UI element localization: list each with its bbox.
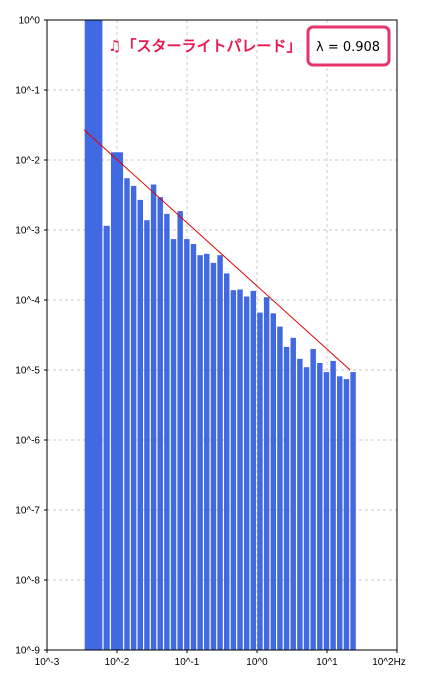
x-tick-label: 10^-1 [175,657,200,668]
bar-0 [84,20,103,650]
y-axis: 10^0 10^-1 10^-2 10^-3 10^-4 10^-5 10^-6 10^-7 1… [15,16,47,657]
y-tick-label: 10^-7 [15,506,40,517]
bar-25 [270,313,276,650]
bar-7 [150,184,157,650]
y-tick-label: 10^-8 [15,576,40,587]
bar-2 [110,152,124,651]
x-tick-label: 10^2Hz [372,657,406,668]
bar-11 [177,211,183,650]
y-tick-label: 10^-4 [15,296,40,307]
bar-1 [103,225,110,651]
bar-27 [283,346,290,650]
bar-35 [337,376,343,650]
bar-15 [204,253,210,651]
bar-20 [237,289,243,650]
bar-33 [323,372,330,650]
y-tick-label: 10^-9 [15,646,40,657]
x-tick-label: 10^1 [316,657,338,668]
y-tick-label: 10^-5 [15,366,40,377]
x-tick-label: 10^-2 [105,657,130,668]
bar-9 [164,213,170,650]
bars [84,20,356,651]
y-tick-label: 10^0 [19,16,41,27]
bar-21 [243,296,250,650]
plot-frame [46,19,398,651]
fit-line-group [83,129,351,371]
bar-13 [190,244,197,650]
bar-22 [250,290,257,650]
y-tick-label: 10^-6 [15,436,40,447]
x-tick-label: 10^-3 [35,657,60,668]
chart-title: ♫「スターライトパレード」 [108,37,301,55]
lambda-value: λ = 0.908 [316,40,380,55]
fit-line [83,129,351,371]
bar-30 [303,367,310,650]
bar-18 [224,273,230,650]
x-tick-label: 10^0 [246,657,268,668]
y-tick-label: 10^-3 [15,226,40,237]
bar-16 [210,262,217,650]
bar-17 [217,255,223,650]
bar-14 [197,255,203,650]
bar-8 [157,197,163,650]
lambda-annotation-box [306,25,391,67]
bar-6 [144,220,150,650]
x-axis: 10^-3 10^-2 10^-1 10^0 10^1 10^2Hz [35,650,406,668]
bar-19 [230,290,237,650]
bar-5 [137,199,143,650]
bar-26 [277,326,283,650]
y-tick-label: 10^-2 [15,156,40,167]
bar-10 [170,239,177,650]
bar-12 [184,239,190,650]
bar-23 [257,312,263,650]
bar-24 [263,297,270,650]
bar-36 [343,379,350,650]
bar-3 [124,178,130,650]
bar-4 [130,185,137,650]
y-tick-label: 10^-1 [15,86,40,97]
bar-31 [310,349,316,650]
bar-28 [290,337,296,650]
bar-29 [297,358,303,650]
lambda-annotation: λ = 0.908 [306,25,391,67]
bar-32 [317,363,323,650]
bar-37 [350,372,356,650]
bar-34 [330,360,336,650]
